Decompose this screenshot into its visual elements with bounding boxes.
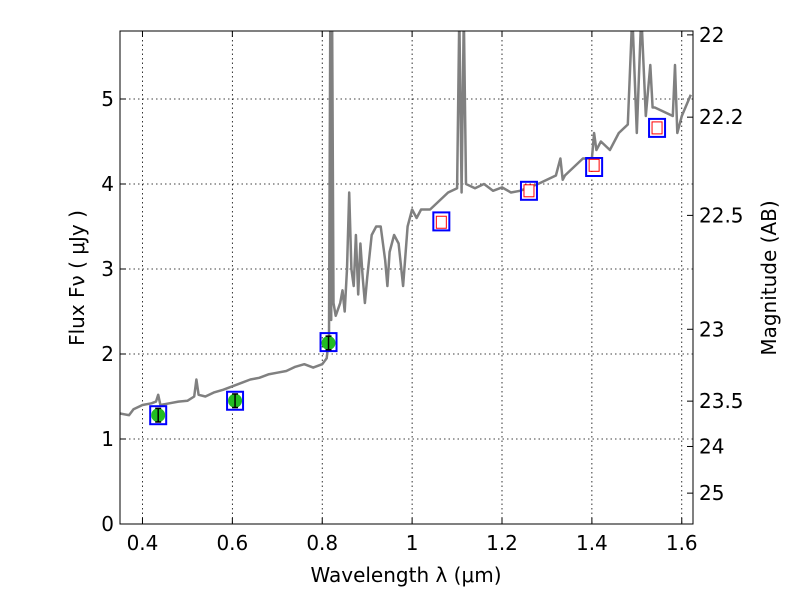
grid [120, 31, 693, 525]
upper-limit-marker [588, 158, 600, 172]
y2-tick-label: 22 [699, 23, 724, 47]
y2-axis-title: Magnitude (AB) [757, 200, 781, 355]
y-tick-label: 3 [101, 257, 114, 281]
y2-tick-label: 22.2 [699, 105, 744, 129]
y-axis-title: Flux Fν ( μJy ) [65, 210, 89, 346]
y2-tick-label: 25 [699, 481, 724, 505]
y-tick-label: 2 [101, 342, 114, 366]
model-flux-box [585, 157, 604, 177]
axis-ticks: 0.4 0.6 0.8 1 1.2 1.4 1.60123452222.222.52323.… [101, 23, 743, 555]
x-tick-label: 1.2 [486, 531, 518, 555]
y2-tick-label: 23 [699, 317, 724, 341]
plot-frame [119, 30, 694, 525]
model-flux-box [432, 211, 451, 232]
x-tick-label: 0.6 [216, 531, 248, 555]
y2-tick-label: 22.5 [699, 203, 744, 227]
upper-limit-marker [523, 184, 535, 198]
model-flux-box [226, 390, 245, 411]
y-tick-label: 1 [101, 427, 114, 451]
y-tick-label: 4 [101, 172, 114, 196]
model-flux-box [149, 405, 168, 426]
model-flux-box [319, 332, 338, 353]
x-tick-label: 1.4 [576, 531, 608, 555]
x-tick-label: 0.8 [306, 531, 338, 555]
x-tick-label: 0.4 [127, 531, 159, 555]
y-tick-label: 5 [101, 87, 114, 111]
model-flux-box [519, 180, 538, 201]
y2-tick-label: 24 [699, 434, 724, 458]
model-flux-box [648, 117, 667, 138]
spectrum-line [120, 31, 692, 417]
upper-limit-marker [435, 215, 447, 229]
y2-tick-label: 23.5 [699, 389, 744, 413]
photometry-markers [149, 117, 667, 426]
upper-limit-marker [651, 121, 663, 135]
x-tick-label: 1 [406, 531, 419, 555]
x-axis-title: Wavelength λ (μm) [310, 563, 501, 587]
x-tick-label: 1.6 [666, 531, 698, 555]
y-tick-label: 0 [101, 512, 114, 536]
